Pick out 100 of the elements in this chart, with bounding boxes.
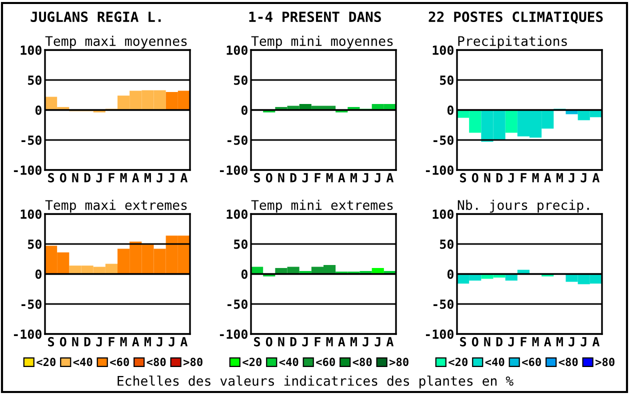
y-tick-label: 100 [432,209,454,219]
y-tick-label: 50 [234,75,248,85]
x-tick-label: M [144,173,151,182]
x-tick-label: D [84,337,90,346]
y-tick-label: 0 [447,105,454,115]
chart-title: Temp mini extremes [251,200,393,213]
bar [372,268,384,274]
x-tick-label: A [386,337,394,346]
y-tick-label: 50 [234,239,248,249]
y-tick-label: 100 [226,45,248,55]
text: 1-4 PRESENT DANS [249,12,381,22]
legend-label: >80 [390,358,408,366]
x-tick-label: A [592,173,600,182]
x-tick-label: J [156,173,162,182]
x-tick-label: A [132,337,140,346]
x-tick-label: N [278,173,284,182]
y-tick-label: -50 [227,135,248,145]
x-tick-label: A [180,173,188,182]
legend-label: <20 [242,358,262,366]
y-tick-label: 50 [28,239,42,249]
y-tick-label: -100 [14,329,42,339]
y-tick-label: 50 [28,75,42,85]
x-tick-label: S [254,337,260,346]
x-tick-label: O [60,173,66,182]
legend-label: <40 [73,358,92,366]
x-tick-label: M [556,337,563,346]
y-tick-label: -100 [220,329,248,339]
x-tick-label: M [326,337,333,346]
x-tick-label: M [532,337,539,346]
x-tick-label: S [460,173,466,182]
x-tick-label: S [460,337,466,346]
x-tick-label: F [314,337,320,346]
x-tick-label: D [496,337,502,346]
x-tick-label: N [484,337,490,346]
x-tick-label: A [338,337,346,346]
x-tick-label: J [302,337,308,346]
x-tick-label: O [472,337,478,346]
text: Echelles des valeurs indicatrices des plantes en % [118,376,514,388]
x-tick-label: D [84,173,90,182]
y-tick-label: 50 [440,75,454,85]
x-tick-label: J [580,337,586,346]
legend-label: <80 [352,358,372,366]
x-tick-label: M [326,173,333,182]
y-tick-label: -100 [426,165,454,175]
y-tick-label: 100 [432,45,454,55]
x-tick-label: J [156,337,162,346]
x-tick-label: F [314,173,320,182]
y-tick-label: 0 [35,269,42,279]
x-tick-label: S [254,173,260,182]
y-tick-label: 100 [20,209,42,219]
chart-title: Temp maxi moyennes [45,36,187,49]
y-tick-label: 0 [241,269,248,279]
x-tick-label: N [484,173,490,182]
x-tick-label: M [120,173,127,182]
y-tick-label: -100 [220,165,248,175]
x-tick-label: M [350,337,357,346]
x-tick-label: A [592,337,600,346]
x-tick-label: N [278,337,284,346]
x-tick-label: D [290,337,296,346]
legend-label: <20 [448,358,468,366]
x-tick-label: A [386,173,394,182]
chart-title: Temp maxi extremes [45,200,187,213]
x-tick-label: F [520,173,526,182]
y-tick-label: -50 [433,299,454,309]
legend-label: <60 [110,358,129,366]
y-tick-label: 0 [241,105,248,115]
x-tick-label: J [508,337,514,346]
legend-label: <40 [279,358,298,366]
bar [299,104,312,110]
y-tick-label: -100 [426,329,454,339]
x-tick-label: F [520,337,526,346]
x-tick-label: O [472,173,478,182]
legend-label: <40 [485,358,504,366]
x-tick-label: J [374,337,380,346]
x-tick-label: D [496,173,502,182]
y-tick-label: 50 [440,239,454,249]
y-tick-label: 0 [447,269,454,279]
text: JUGLANS REGIA L. [30,12,161,22]
text: 22 POSTES CLIMATIQUES [428,12,603,24]
y-tick-label: -50 [227,299,248,309]
legend-label: >80 [596,358,614,366]
x-tick-label: F [108,173,114,182]
chart-title: Temp mini moyennes [251,36,393,49]
x-tick-label: M [350,173,357,182]
x-tick-label: A [338,173,346,182]
x-tick-label: A [544,337,552,346]
x-tick-label: A [544,173,552,182]
x-tick-label: O [266,173,272,182]
x-tick-label: F [108,337,114,346]
legend-label: <60 [316,358,335,366]
y-tick-label: -50 [433,135,454,145]
chart-title: Nb. jours precip. [458,200,589,213]
x-tick-label: J [568,337,574,346]
x-tick-label: J [362,173,368,182]
y-tick-label: -50 [21,299,42,309]
y-tick-label: 100 [20,45,42,55]
y-tick-label: 100 [226,209,248,219]
chart-title: Precipitations [458,36,567,49]
x-tick-label: J [508,173,514,182]
x-tick-label: D [290,173,296,182]
